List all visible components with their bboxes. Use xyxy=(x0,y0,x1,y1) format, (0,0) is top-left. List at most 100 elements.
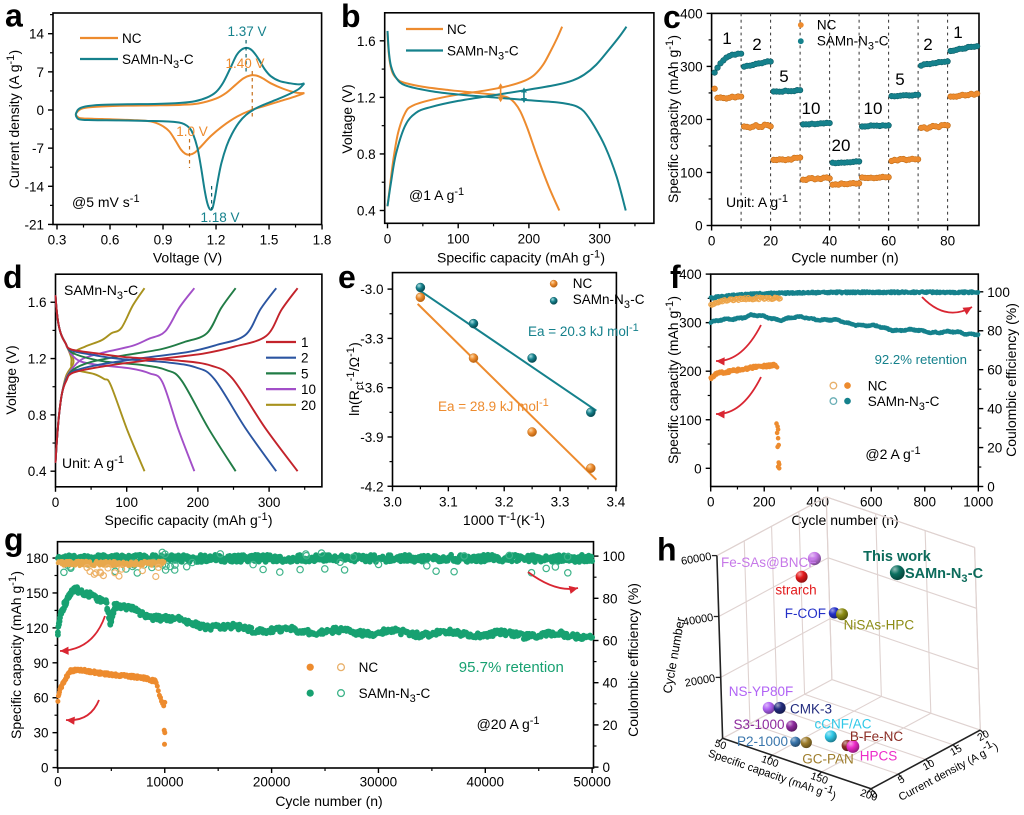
svg-text:40: 40 xyxy=(603,676,618,691)
svg-text:B-Fe-NC: B-Fe-NC xyxy=(850,729,903,744)
svg-text:-3.6: -3.6 xyxy=(360,381,383,396)
svg-text:10000: 10000 xyxy=(146,775,184,790)
svg-text:a: a xyxy=(5,0,23,34)
svg-text:Voltage (V): Voltage (V) xyxy=(153,250,222,266)
svg-text:1.6: 1.6 xyxy=(28,295,47,310)
svg-text:0: 0 xyxy=(694,461,702,476)
svg-text:HPCS: HPCS xyxy=(860,749,898,764)
svg-text:3.2: 3.2 xyxy=(495,494,514,509)
svg-text:20: 20 xyxy=(832,136,851,155)
svg-text:1000 T-1 (K-1 ): 1000 T-1 (K-1 ) xyxy=(463,511,545,528)
svg-text:Specific capacity (mAh g-1 ): Specific capacity (mAh g-1 ) xyxy=(664,35,681,203)
svg-text:40: 40 xyxy=(987,402,1002,417)
svg-text:14: 14 xyxy=(29,27,45,42)
svg-text:5: 5 xyxy=(896,773,907,786)
svg-text:5: 5 xyxy=(301,366,309,381)
svg-text:-7: -7 xyxy=(32,141,44,156)
svg-text:20: 20 xyxy=(975,728,991,744)
svg-text:0: 0 xyxy=(707,495,715,510)
svg-text:0: 0 xyxy=(54,775,62,790)
svg-text:2: 2 xyxy=(301,351,309,366)
svg-text:100: 100 xyxy=(760,753,781,770)
svg-text:0: 0 xyxy=(52,495,60,510)
svg-text:Specific capacity (mAh g-1 ): Specific capacity (mAh g-1 ) xyxy=(7,571,24,739)
svg-text:Unit: A g-1: Unit: A g-1 xyxy=(62,454,124,471)
svg-text:NC: NC xyxy=(868,379,888,394)
svg-text:10: 10 xyxy=(864,99,883,118)
svg-text:300: 300 xyxy=(258,495,281,510)
svg-text:60: 60 xyxy=(881,234,896,249)
svg-text:NC: NC xyxy=(122,31,142,46)
svg-text:3.1: 3.1 xyxy=(439,494,458,509)
svg-text:20: 20 xyxy=(987,441,1002,456)
svg-text:5: 5 xyxy=(779,67,788,86)
svg-text:NiSAs-HPC: NiSAs-HPC xyxy=(844,618,915,633)
svg-text:0: 0 xyxy=(603,760,611,775)
svg-text:@1 A g-1: @1 A g-1 xyxy=(409,186,464,203)
svg-text:60: 60 xyxy=(603,634,618,649)
svg-text:1: 1 xyxy=(722,29,731,48)
svg-text:92.2% retention: 92.2% retention xyxy=(875,352,967,367)
svg-text:0.4: 0.4 xyxy=(357,204,376,219)
svg-text:2: 2 xyxy=(752,35,761,54)
svg-text:20: 20 xyxy=(301,398,316,413)
svg-text:90: 90 xyxy=(33,656,48,671)
svg-text:NS-YP80F: NS-YP80F xyxy=(729,684,794,699)
svg-text:cCNF/AC: cCNF/AC xyxy=(815,717,872,732)
svg-text:-21: -21 xyxy=(24,217,44,232)
svg-text:3.4: 3.4 xyxy=(607,494,626,509)
svg-text:Specific capacity (mAh g-1 ): Specific capacity (mAh g-1 ) xyxy=(104,511,272,528)
svg-text:Fe-SAs@BNCF: Fe-SAs@BNCF xyxy=(721,555,816,570)
svg-text:300: 300 xyxy=(680,59,703,74)
svg-text:1.2: 1.2 xyxy=(357,90,376,105)
svg-text:NC: NC xyxy=(817,18,837,33)
svg-text:100: 100 xyxy=(679,413,702,428)
svg-text:60: 60 xyxy=(987,363,1002,378)
svg-text:10: 10 xyxy=(802,99,821,118)
svg-text:0: 0 xyxy=(869,788,880,801)
svg-text:1.0 V: 1.0 V xyxy=(176,124,208,139)
svg-text:Specific capacity (mAh g-1 ): Specific capacity (mAh g-1 ) xyxy=(437,249,605,266)
svg-text:1: 1 xyxy=(301,335,309,350)
svg-text:0.8: 0.8 xyxy=(28,408,47,423)
svg-text:600: 600 xyxy=(860,495,883,510)
svg-text:1.8: 1.8 xyxy=(313,233,332,248)
svg-text:NC: NC xyxy=(447,22,467,37)
svg-text:0: 0 xyxy=(708,234,716,249)
svg-text:15: 15 xyxy=(948,743,964,759)
svg-text:300: 300 xyxy=(588,231,611,246)
svg-text:Current density (A g-1 ): Current density (A g-1 ) xyxy=(5,50,22,188)
svg-text:60000: 60000 xyxy=(680,551,712,568)
svg-text:0: 0 xyxy=(36,103,44,118)
svg-text:0.8: 0.8 xyxy=(357,147,376,162)
svg-text:-3.9: -3.9 xyxy=(360,430,383,445)
svg-text:F-COF: F-COF xyxy=(785,606,826,621)
svg-text:This work: This work xyxy=(863,549,932,565)
svg-text:100: 100 xyxy=(987,285,1010,300)
svg-text:80: 80 xyxy=(940,234,955,249)
svg-text:40: 40 xyxy=(822,234,837,249)
svg-text:c: c xyxy=(663,0,681,35)
svg-text:20000: 20000 xyxy=(253,775,291,790)
svg-text:150: 150 xyxy=(809,770,830,787)
svg-text:Coulombic efficiency (%): Coulombic efficiency (%) xyxy=(625,583,641,737)
svg-text:20: 20 xyxy=(763,234,778,249)
svg-text:-3.3: -3.3 xyxy=(360,331,383,346)
svg-text:Voltage (V): Voltage (V) xyxy=(339,84,355,153)
svg-text:b: b xyxy=(341,0,361,34)
svg-text:800: 800 xyxy=(914,495,937,510)
svg-text:1.2: 1.2 xyxy=(207,233,226,248)
svg-text:Cycle number (n): Cycle number (n) xyxy=(791,250,898,266)
svg-text:40000: 40000 xyxy=(682,612,714,629)
svg-text:0.4: 0.4 xyxy=(28,464,47,479)
svg-text:20: 20 xyxy=(603,718,618,733)
svg-text:strarch: strarch xyxy=(775,583,816,598)
svg-text:@5 mV s-1: @5 mV s-1 xyxy=(72,193,140,210)
svg-text:-4.2: -4.2 xyxy=(360,479,383,494)
svg-text:10: 10 xyxy=(921,757,937,773)
svg-text:Specific capacity (mAh g-1 ): Specific capacity (mAh g-1 ) xyxy=(664,296,681,464)
svg-text:60: 60 xyxy=(33,691,48,706)
svg-text:2: 2 xyxy=(923,35,932,54)
svg-text:400: 400 xyxy=(679,267,702,282)
svg-text:150: 150 xyxy=(26,586,49,601)
